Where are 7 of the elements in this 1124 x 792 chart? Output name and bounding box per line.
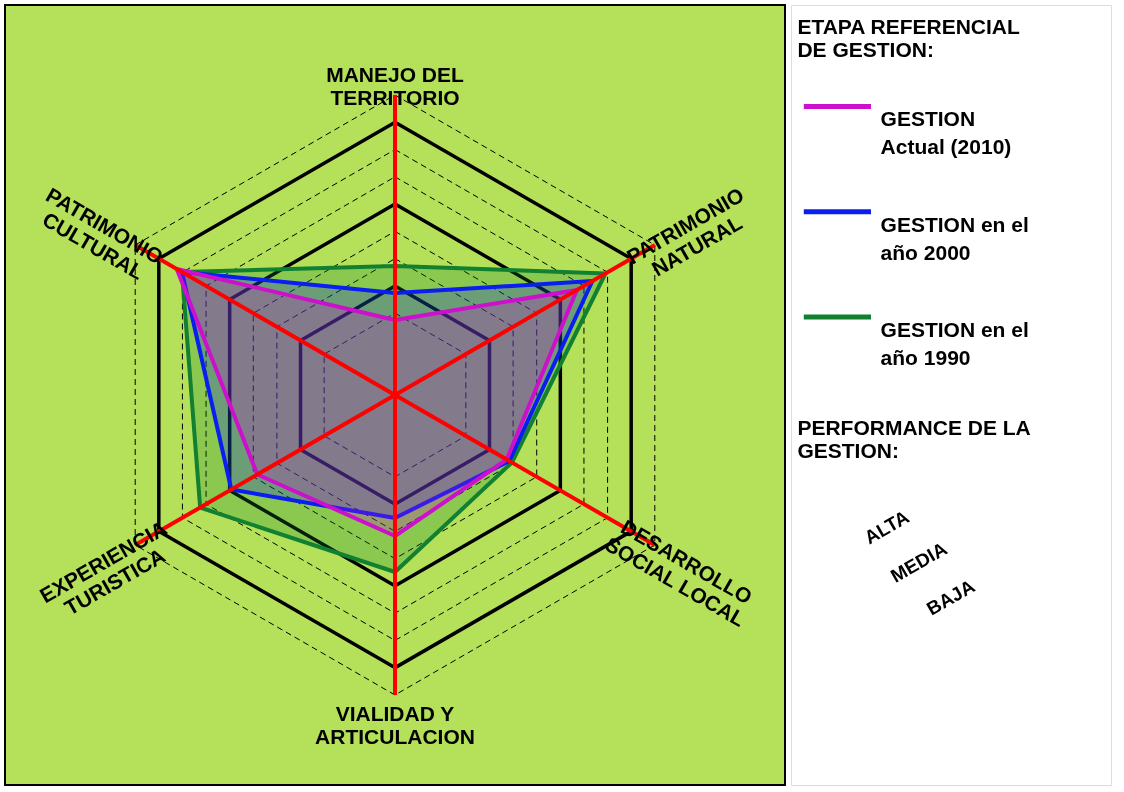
- spoke-label: MANEJO DEL TERRITORIO: [326, 63, 465, 109]
- legend-label: GESTION en el año 2000: [880, 212, 1029, 264]
- text: PERFORMANCE DE LA GESTION:: [797, 416, 1031, 463]
- spoke-label: VIALIDAD Y ARTICULACION: [315, 702, 475, 748]
- legend-title: ETAPA REFERENCIAL DE GESTION:: [797, 14, 1021, 61]
- legend-label: GESTION Actual (2010): [880, 107, 1012, 159]
- legend-label: GESTION en el año 1990: [880, 318, 1029, 369]
